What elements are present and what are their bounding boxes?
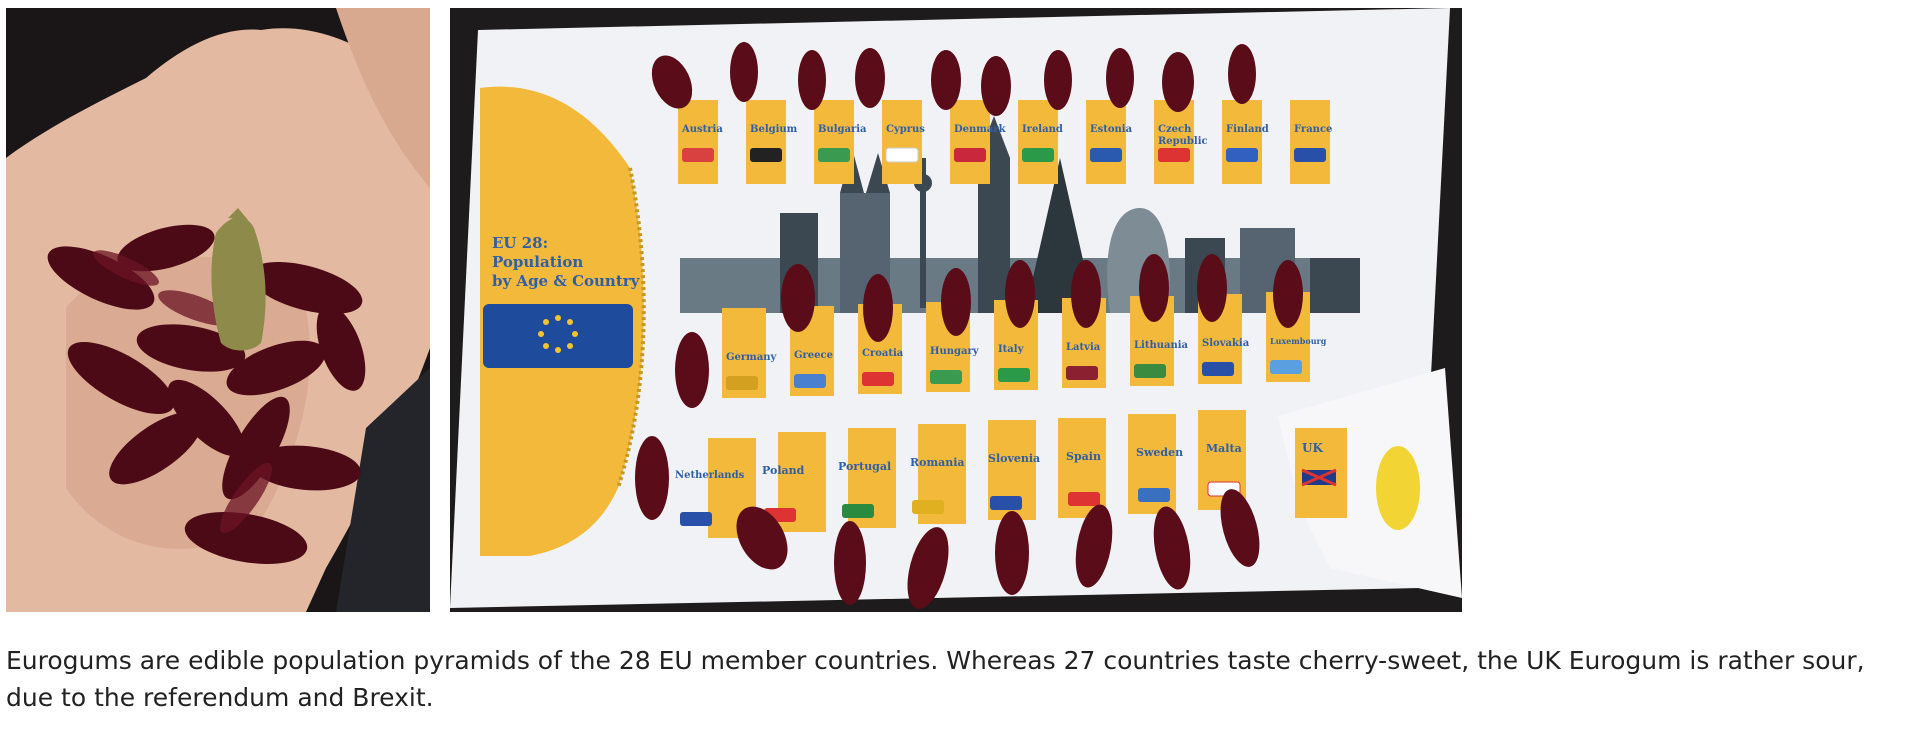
red-gummies xyxy=(635,42,1303,609)
label-estonia: Estonia xyxy=(1090,124,1133,135)
label-portugal: Portugal xyxy=(838,460,891,473)
label-slovakia: Slovakia xyxy=(1202,338,1250,349)
label-ireland: Ireland xyxy=(1022,124,1063,135)
row3-labels: Netherlands Poland Portugal Romania Slov… xyxy=(675,442,1242,481)
label-romania: Romania xyxy=(910,456,965,469)
flags xyxy=(680,147,1326,526)
hand-photo xyxy=(6,8,430,612)
hand-holding-gums-image xyxy=(6,8,430,612)
uk-yellow-gum xyxy=(1376,446,1420,530)
row1-labels: Austria Belgium Bulgaria Cyprus Denmark … xyxy=(681,124,1332,147)
eu-flag xyxy=(483,304,633,368)
label-belgium: Belgium xyxy=(750,124,798,135)
label-uk: UK xyxy=(1302,441,1323,455)
row2-labels: Germany Greece Croatia Hungary Italy Lat… xyxy=(726,336,1327,363)
label-greece: Greece xyxy=(794,350,833,361)
caption-text: Eurogums are edible population pyramids … xyxy=(6,646,1865,712)
label-denmark: Denmark xyxy=(954,124,1007,135)
label-czech-republic: Republic xyxy=(1158,136,1208,147)
label-hungary: Hungary xyxy=(930,346,980,357)
label-croatia: Croatia xyxy=(862,348,904,359)
label-cyprus: Cyprus xyxy=(886,124,925,135)
uk-torn-paper xyxy=(1278,368,1462,598)
label-czech: Czech xyxy=(1158,124,1192,135)
board-title-line1: EU 28: xyxy=(492,234,548,252)
label-netherlands: Netherlands xyxy=(675,470,745,481)
board-title-line3: by Age & Country xyxy=(492,272,641,290)
row1-country-shapes xyxy=(678,100,1330,184)
label-spain: Spain xyxy=(1066,450,1101,463)
label-germany: Germany xyxy=(726,352,778,363)
label-sweden: Sweden xyxy=(1136,446,1183,459)
label-lithuania: Lithuania xyxy=(1134,340,1189,351)
label-luxembourg: Luxembourg xyxy=(1270,336,1327,346)
board-photo: EU 28: Population by Age & Country xyxy=(450,8,1462,612)
label-latvia: Latvia xyxy=(1066,342,1101,353)
label-italy: Italy xyxy=(998,344,1025,355)
label-malta: Malta xyxy=(1206,442,1242,455)
label-france: France xyxy=(1294,124,1332,135)
label-slovenia: Slovenia xyxy=(988,452,1040,465)
label-finland: Finland xyxy=(1226,124,1269,135)
eurogums-board-image: EU 28: Population by Age & Country xyxy=(450,8,1462,612)
label-austria: Austria xyxy=(681,124,723,135)
label-poland: Poland xyxy=(762,464,805,477)
board-title-line2: Population xyxy=(492,253,583,271)
label-bulgaria: Bulgaria xyxy=(818,124,867,135)
